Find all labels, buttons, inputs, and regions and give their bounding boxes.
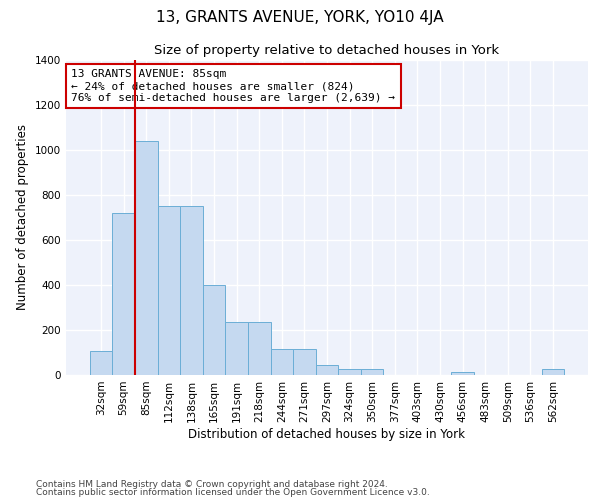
Bar bbox=[180, 206, 203, 375]
Bar bbox=[226, 322, 248, 375]
Text: 13 GRANTS AVENUE: 85sqm
← 24% of detached houses are smaller (824)
76% of semi-d: 13 GRANTS AVENUE: 85sqm ← 24% of detache… bbox=[71, 70, 395, 102]
Bar bbox=[338, 370, 361, 375]
Bar bbox=[135, 141, 158, 375]
X-axis label: Distribution of detached houses by size in York: Distribution of detached houses by size … bbox=[188, 428, 466, 440]
Bar bbox=[90, 352, 112, 375]
Bar bbox=[112, 213, 135, 375]
Text: Contains public sector information licensed under the Open Government Licence v3: Contains public sector information licen… bbox=[36, 488, 430, 497]
Bar bbox=[451, 372, 474, 375]
Bar bbox=[293, 349, 316, 375]
Y-axis label: Number of detached properties: Number of detached properties bbox=[16, 124, 29, 310]
Bar bbox=[361, 370, 383, 375]
Bar bbox=[542, 370, 564, 375]
Title: Size of property relative to detached houses in York: Size of property relative to detached ho… bbox=[154, 44, 500, 58]
Text: 13, GRANTS AVENUE, YORK, YO10 4JA: 13, GRANTS AVENUE, YORK, YO10 4JA bbox=[156, 10, 444, 25]
Bar bbox=[248, 322, 271, 375]
Bar bbox=[203, 285, 226, 375]
Bar bbox=[271, 349, 293, 375]
Text: Contains HM Land Registry data © Crown copyright and database right 2024.: Contains HM Land Registry data © Crown c… bbox=[36, 480, 388, 489]
Bar bbox=[158, 206, 180, 375]
Bar bbox=[316, 365, 338, 375]
